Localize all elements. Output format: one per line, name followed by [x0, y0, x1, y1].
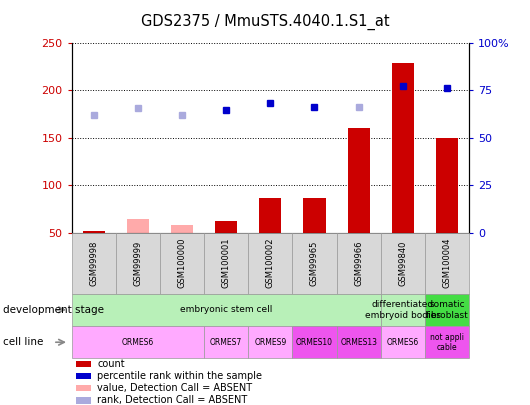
Text: ORMES13: ORMES13 [340, 338, 377, 347]
Bar [337, 326, 381, 358]
Bar [76, 397, 92, 404]
Bar [381, 233, 425, 294]
Text: GSM100000: GSM100000 [178, 238, 187, 288]
Bar [76, 385, 92, 392]
Text: differentiated
embryoid bodies: differentiated embryoid bodies [365, 300, 441, 320]
Bar [293, 233, 337, 294]
Bar [337, 233, 381, 294]
Bar [72, 233, 116, 294]
Text: ORMES7: ORMES7 [210, 338, 242, 347]
Bar [248, 326, 293, 358]
Text: GSM100002: GSM100002 [266, 238, 275, 288]
Text: rank, Detection Call = ABSENT: rank, Detection Call = ABSENT [98, 395, 248, 405]
Bar [72, 326, 204, 358]
Bar [381, 326, 425, 358]
Bar [72, 294, 381, 326]
Bar [425, 233, 469, 294]
Text: GSM99965: GSM99965 [310, 241, 319, 286]
Text: GSM99966: GSM99966 [354, 241, 363, 286]
Text: GSM99999: GSM99999 [134, 241, 142, 286]
Bar [248, 233, 293, 294]
Text: percentile rank within the sample: percentile rank within the sample [98, 371, 262, 381]
Bar [171, 225, 193, 233]
Bar [204, 233, 248, 294]
Bar [425, 326, 469, 358]
Text: value, Detection Call = ABSENT: value, Detection Call = ABSENT [98, 383, 252, 393]
Text: ORMES9: ORMES9 [254, 338, 286, 347]
Bar [436, 138, 458, 233]
Bar [348, 128, 369, 233]
Text: GDS2375 / MmuSTS.4040.1.S1_at: GDS2375 / MmuSTS.4040.1.S1_at [140, 14, 390, 30]
Text: ORMES6: ORMES6 [122, 338, 154, 347]
Text: cell line: cell line [3, 337, 43, 347]
Bar [259, 198, 281, 233]
Bar [160, 233, 204, 294]
Text: GSM99840: GSM99840 [399, 241, 407, 286]
Text: count: count [98, 359, 125, 369]
Bar [303, 198, 325, 233]
Bar [127, 219, 149, 233]
Bar [392, 64, 414, 233]
Text: embryonic stem cell: embryonic stem cell [180, 305, 272, 314]
Bar [76, 361, 92, 367]
Text: GSM100004: GSM100004 [443, 238, 452, 288]
Bar [76, 373, 92, 379]
Bar [83, 231, 105, 233]
Bar [215, 222, 237, 233]
Bar [381, 294, 425, 326]
Bar [425, 294, 469, 326]
Text: development stage: development stage [3, 305, 104, 315]
Text: GSM99998: GSM99998 [89, 241, 98, 286]
Text: ORMES6: ORMES6 [387, 338, 419, 347]
Text: GSM100001: GSM100001 [222, 238, 231, 288]
Text: somatic
fibroblast: somatic fibroblast [426, 300, 469, 320]
Bar [293, 326, 337, 358]
Text: not appli
cable: not appli cable [430, 333, 464, 352]
Bar [116, 233, 160, 294]
Text: ORMES10: ORMES10 [296, 338, 333, 347]
Bar [204, 326, 248, 358]
